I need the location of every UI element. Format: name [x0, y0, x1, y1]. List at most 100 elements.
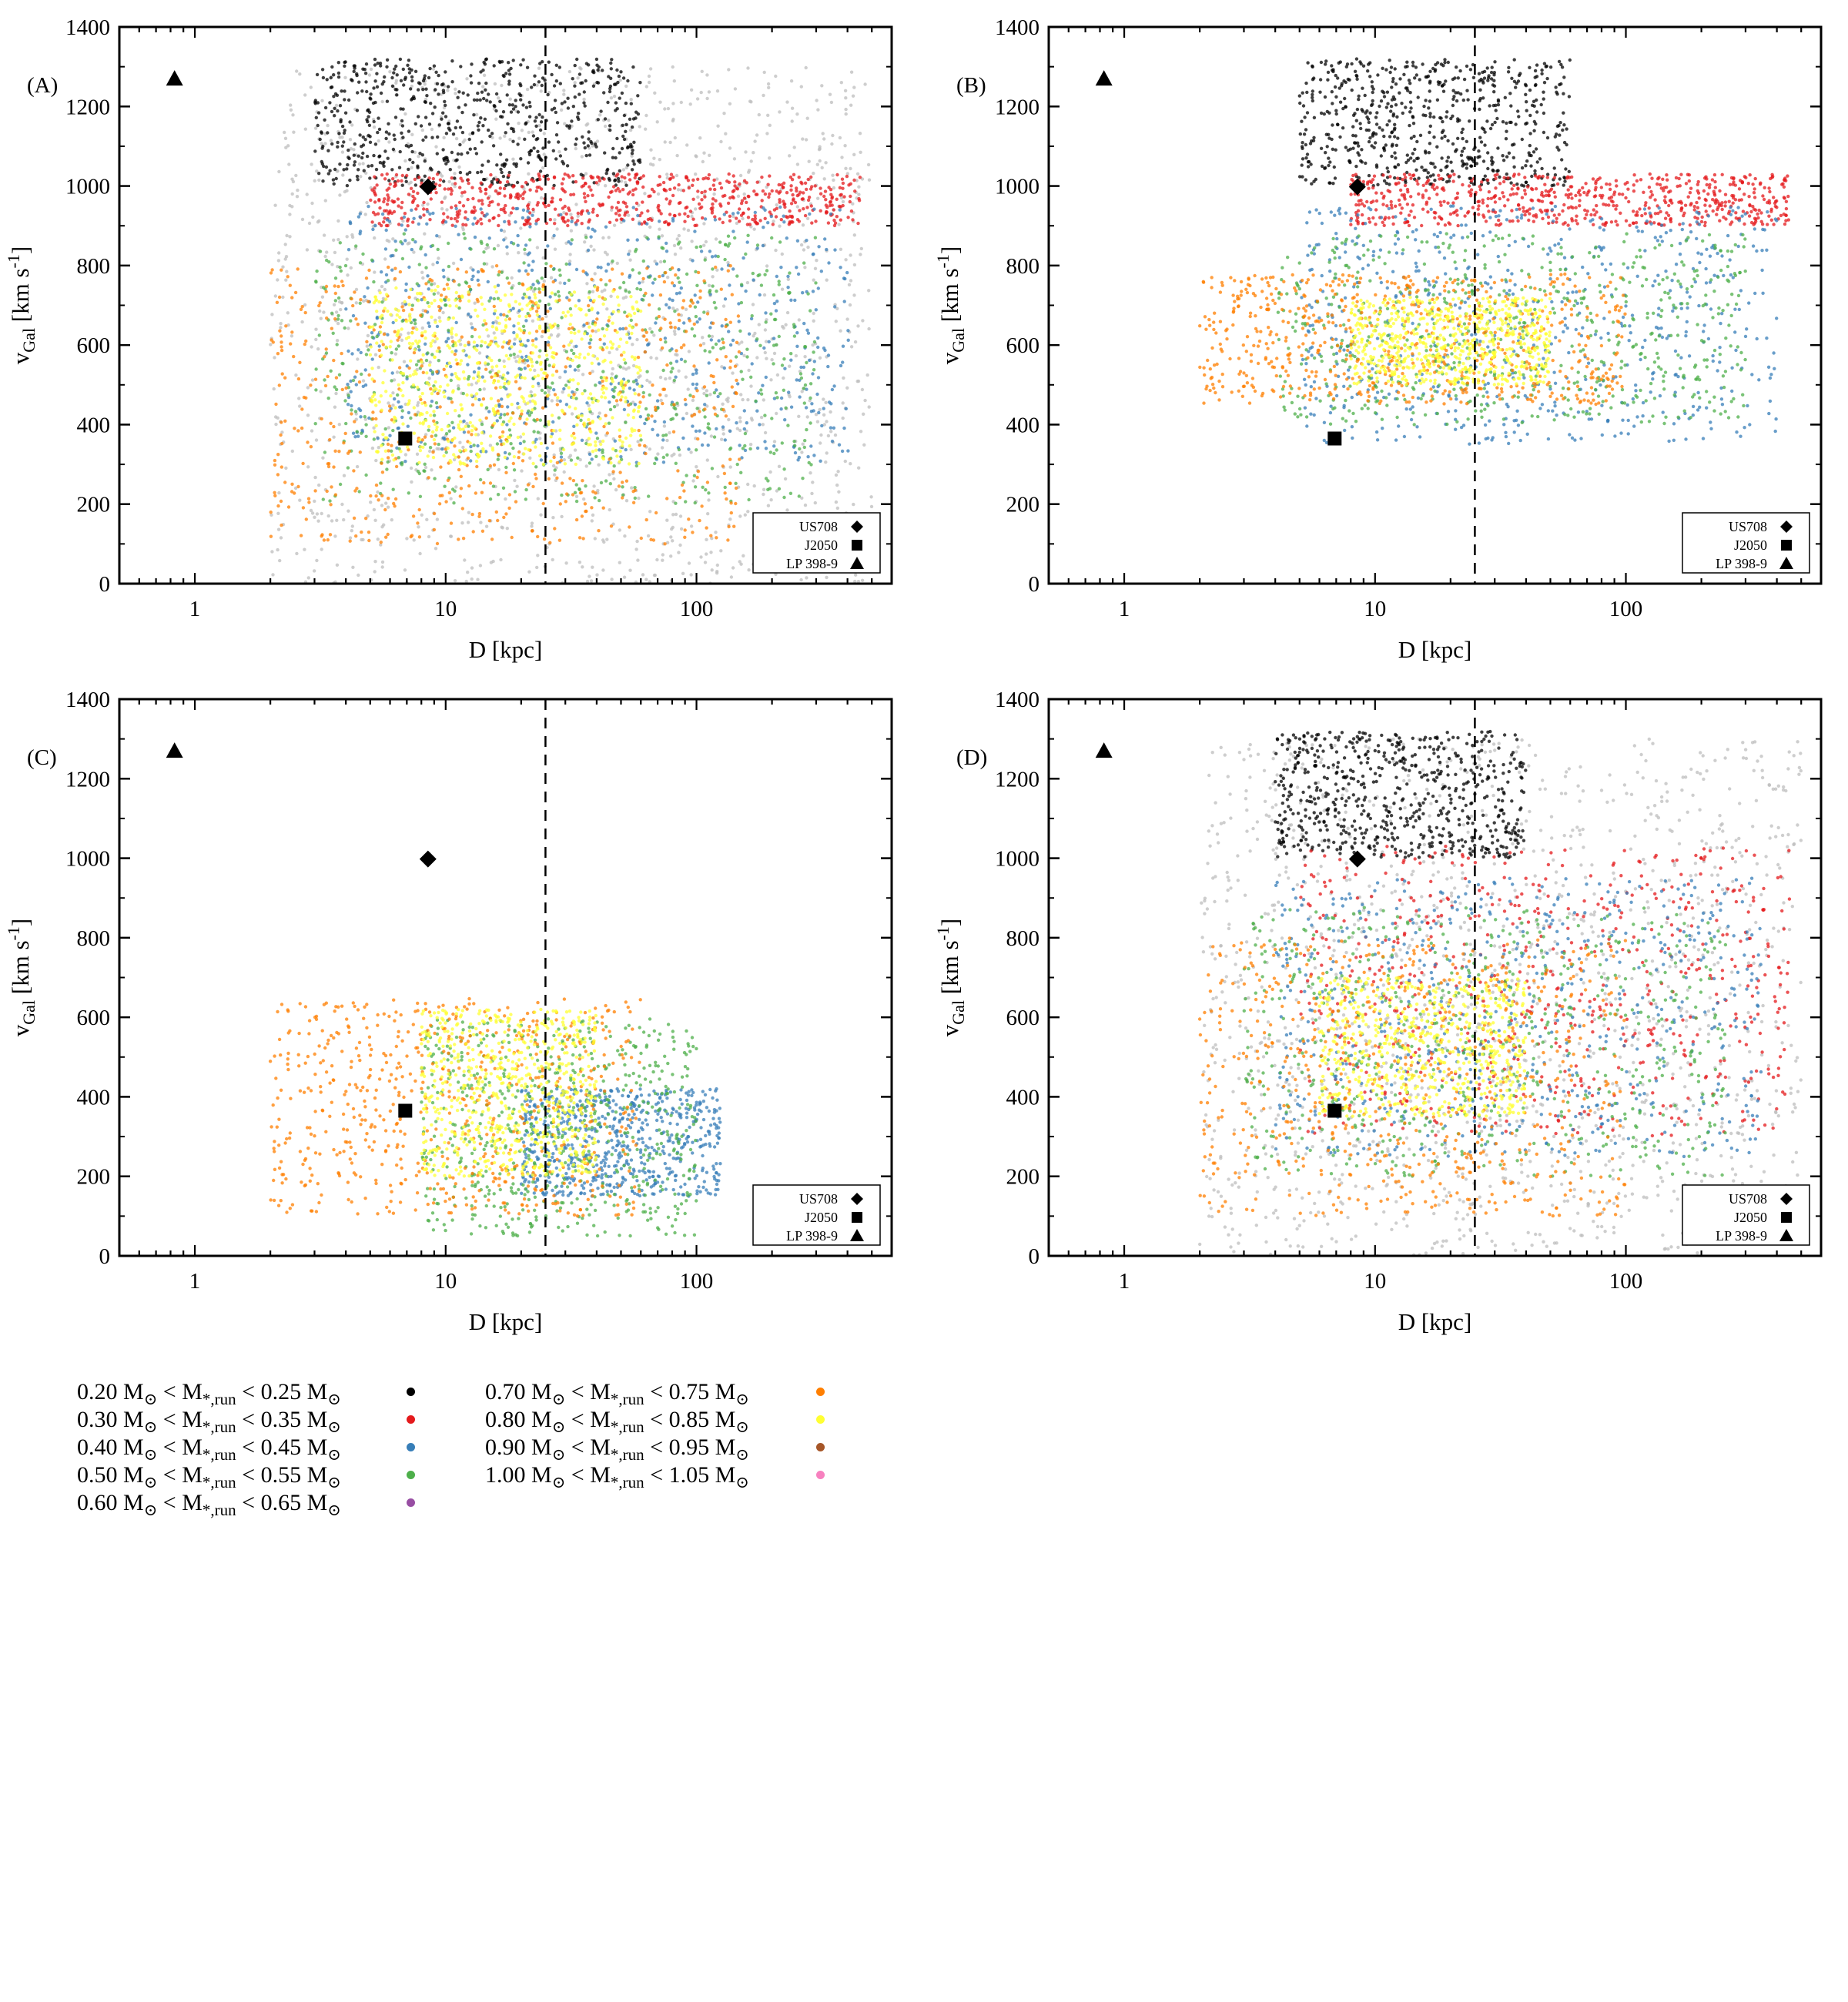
scatter-point: [764, 477, 768, 480]
scatter-point: [466, 363, 470, 367]
scatter-point: [702, 391, 706, 396]
scatter-point: [461, 391, 465, 396]
scatter-point: [581, 537, 585, 541]
scatter-point: [650, 414, 654, 418]
scatter-point: [668, 349, 672, 353]
scatter-point: [409, 186, 413, 190]
scatter-point: [449, 521, 454, 525]
scatter-point: [698, 296, 702, 300]
scatter-point: [427, 122, 432, 126]
scatter-point: [582, 497, 586, 501]
scatter-point: [353, 489, 357, 493]
scatter-point: [715, 358, 719, 362]
scatter-point: [581, 270, 585, 273]
scatter-point: [472, 98, 477, 102]
scatter-point: [741, 216, 745, 221]
scatter-point: [611, 380, 614, 383]
scatter-point: [293, 427, 296, 430]
scatter-point: [582, 90, 586, 94]
scatter-point: [822, 407, 825, 410]
scatter-point: [745, 347, 749, 351]
scatter-point: [751, 303, 755, 306]
scatter-point: [367, 133, 370, 138]
scatter-point: [725, 398, 728, 402]
scatter-point: [353, 66, 357, 70]
scatter-point: [607, 119, 611, 122]
scatter-point: [815, 259, 819, 263]
scatter-point: [585, 321, 589, 326]
scatter-point: [659, 326, 663, 330]
scatter-point: [657, 314, 661, 319]
scatter-point: [860, 387, 865, 392]
scatter-point: [624, 479, 629, 483]
scatter-point: [487, 219, 491, 223]
scatter-point: [778, 110, 782, 114]
scatter-point: [775, 300, 779, 303]
scatter-point: [441, 310, 445, 315]
scatter-point: [658, 209, 661, 213]
scatter-point: [290, 192, 294, 196]
scatter-point: [280, 441, 284, 446]
scatter-point: [363, 321, 367, 325]
scatter-point: [485, 243, 489, 247]
scatter-point: [658, 259, 663, 264]
scatter-point: [373, 353, 378, 357]
scatter-point: [486, 362, 490, 366]
scatter-point: [535, 565, 539, 570]
scatter-point: [440, 200, 444, 204]
scatter-point: [795, 239, 800, 243]
scatter-point: [695, 371, 698, 375]
scatter-point: [449, 378, 453, 383]
scatter-point: [428, 449, 432, 454]
scatter-point: [737, 350, 742, 354]
scatter-point: [710, 467, 715, 470]
scatter-point: [453, 185, 457, 189]
scatter-point: [753, 214, 757, 218]
scatter-point: [558, 198, 563, 202]
scatter-point: [792, 325, 796, 329]
scatter-point: [761, 243, 765, 248]
scatter-point: [815, 392, 819, 397]
scatter-point: [435, 260, 440, 265]
scatter-point: [314, 367, 318, 371]
scatter-point: [348, 539, 352, 543]
scatter-point: [313, 126, 318, 130]
scatter-point: [424, 433, 428, 437]
scatter-point: [517, 92, 521, 96]
scatter-point: [393, 67, 397, 71]
scatter-point: [653, 277, 657, 281]
scatter-point: [417, 88, 420, 92]
scatter-point: [552, 183, 556, 188]
scatter-point: [457, 200, 462, 205]
scatter-point: [571, 396, 575, 400]
scatter-point: [283, 136, 288, 140]
scatter-point: [431, 67, 436, 71]
scatter-point: [413, 413, 417, 417]
scatter-point: [675, 237, 679, 241]
scatter-point: [450, 326, 454, 330]
scatter-point: [586, 226, 591, 230]
scatter-point: [345, 257, 349, 261]
scatter-point: [273, 463, 277, 467]
scatter-point: [805, 415, 809, 419]
scatter-point: [524, 447, 527, 450]
scatter-point: [476, 314, 480, 318]
scatter-point: [456, 215, 460, 219]
scatter-point: [557, 333, 561, 336]
scatter-point: [340, 502, 344, 507]
scatter-point: [691, 259, 695, 263]
scatter-point: [570, 348, 574, 353]
scatter-point: [778, 198, 782, 202]
scatter-point: [653, 405, 658, 410]
scatter-point: [458, 170, 463, 175]
scatter-point: [761, 383, 765, 387]
scatter-point: [501, 73, 505, 78]
scatter-point: [708, 153, 711, 157]
scatter-point: [500, 430, 505, 434]
scatter-point: [625, 333, 629, 336]
scatter-point: [437, 359, 440, 363]
scatter-point: [734, 390, 738, 395]
scatter-point: [789, 358, 793, 362]
scatter-point: [497, 370, 500, 373]
scatter-point: [691, 424, 695, 428]
